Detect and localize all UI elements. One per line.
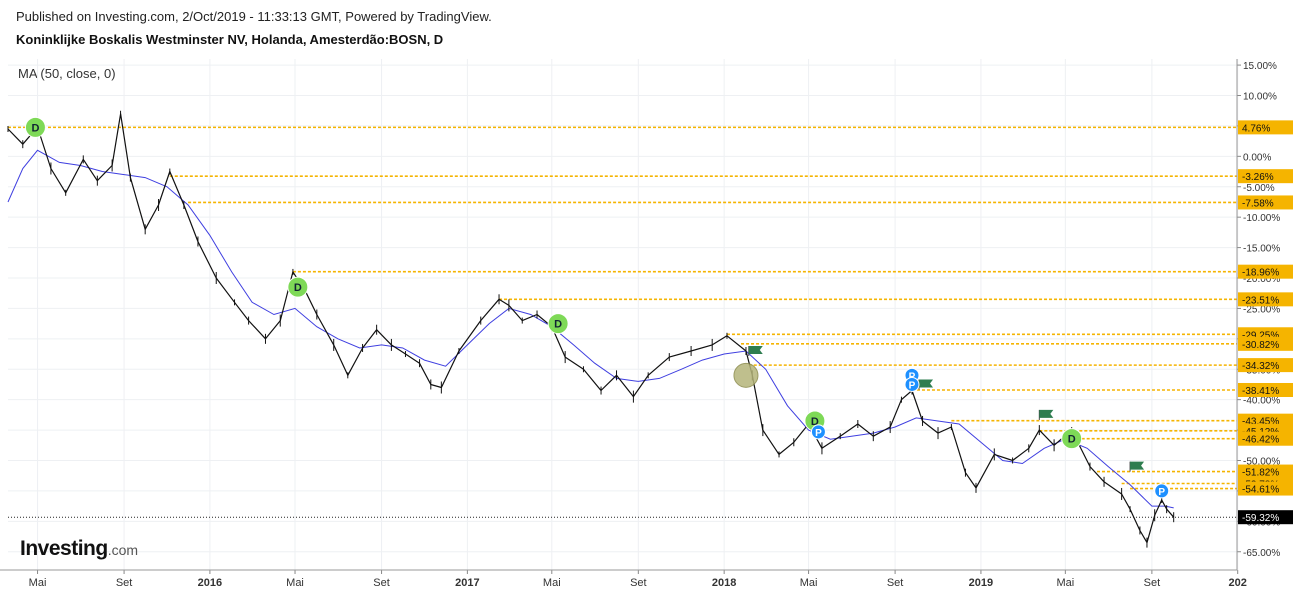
- y-tick-label: -40.00%: [1243, 396, 1280, 407]
- flag-icon: [1039, 409, 1054, 418]
- level-label: -18.96%: [1242, 268, 1279, 279]
- price-line: [7, 113, 1175, 544]
- x-axis-labels: Mai Set 2016 Mai Set 2017 Mai Set 2018 Mai Set 2019…: [29, 577, 1247, 589]
- x-tick-label: Mai: [800, 577, 818, 589]
- level-label-bg: [1238, 431, 1293, 446]
- dividend-badge-label: D: [1068, 434, 1076, 446]
- level-label-bg: [1238, 169, 1293, 184]
- level-label: 4.76%: [1242, 123, 1270, 134]
- dividend-badge: [287, 276, 309, 298]
- chart-title: Koninklijke Boskalis Westminster NV, Hol…: [16, 32, 444, 47]
- y-tick-label: -20.00%: [1243, 274, 1280, 285]
- dividend-badge-label: D: [294, 282, 302, 294]
- x-tick-label: Set: [116, 577, 133, 589]
- published-note: Published on Investing.com, 2/Oct/2019 -…: [16, 9, 492, 24]
- flag-icon: [748, 346, 763, 355]
- level-label: -51.82%: [1242, 468, 1279, 479]
- level-label: -38.41%: [1242, 386, 1279, 397]
- axes: [0, 59, 1241, 574]
- y-tick-label: -5.00%: [1243, 183, 1275, 194]
- flag-icon: [919, 379, 934, 388]
- dividend-badge-label: D: [31, 122, 39, 134]
- level-label-bg: [1238, 264, 1293, 279]
- dividend-badge: [1061, 428, 1083, 450]
- y-tick-label: -15.00%: [1243, 244, 1280, 255]
- level-label: -46.42%: [1242, 435, 1279, 446]
- y-axis-labels: 15.00%10.00%5.00%0.00%-5.00%-10.00%-15.0…: [1238, 61, 1293, 559]
- level-label-bg: [1238, 382, 1293, 397]
- x-tick-label: Set: [630, 577, 647, 589]
- level-label: -54.61%: [1242, 485, 1279, 496]
- last-price-label-bg: [1238, 510, 1293, 525]
- investing-logo: Investing.com: [20, 537, 139, 560]
- y-tick-label: 0.00%: [1243, 152, 1271, 163]
- level-label-bg: [1238, 292, 1293, 307]
- dividend-badge: [24, 116, 46, 138]
- y-tick-label: -50.00%: [1243, 457, 1280, 468]
- highlight-marker: [733, 362, 759, 388]
- x-tick-label: Mai: [286, 577, 304, 589]
- x-tick-label: Set: [373, 577, 390, 589]
- level-label-bg: [1238, 464, 1293, 479]
- level-label: -29.25%: [1242, 330, 1279, 341]
- level-label: -23.51%: [1242, 295, 1279, 306]
- x-tick-label: Mai: [29, 577, 47, 589]
- y-tick-label: -10.00%: [1243, 213, 1280, 224]
- flag-icon: [1130, 461, 1145, 470]
- x-tick-label: 2017: [455, 577, 479, 589]
- level-label: -34.32%: [1242, 361, 1279, 372]
- support-resistance-levels: [8, 126, 1237, 490]
- x-tick-label: Set: [1144, 577, 1161, 589]
- y-tick-label: -25.00%: [1243, 304, 1280, 315]
- dividend-badge-label: D: [811, 416, 819, 428]
- x-tick-label: Mai: [543, 577, 561, 589]
- split-badge: [1154, 483, 1170, 499]
- last-price-label: -59.32%: [1242, 513, 1279, 524]
- level-label-bg: [1238, 195, 1293, 210]
- x-tick-label: Mai: [1056, 577, 1074, 589]
- dividend-badge-label: D: [554, 319, 562, 331]
- x-tick-label: 2019: [969, 577, 993, 589]
- level-label-bg: [1238, 120, 1293, 135]
- level-label-bg: [1238, 481, 1293, 496]
- x-tick-label: Set: [887, 577, 904, 589]
- level-label-bg: [1238, 336, 1293, 351]
- y-tick-label: 15.00%: [1243, 61, 1277, 72]
- split-badge: [810, 424, 826, 440]
- split-badge-label: P: [1158, 487, 1165, 498]
- x-tick-label: 2016: [198, 577, 222, 589]
- level-label: -7.58%: [1242, 198, 1274, 209]
- y-tick-label: 10.00%: [1243, 92, 1277, 103]
- x-tick-label: 202: [1229, 577, 1247, 589]
- x-tick-label: 2018: [712, 577, 736, 589]
- split-badge: [904, 376, 920, 392]
- level-label: -30.82%: [1242, 340, 1279, 351]
- level-label: -3.26%: [1242, 172, 1274, 183]
- indicator-label: MA (50, close, 0): [18, 66, 116, 81]
- level-label: -43.45%: [1242, 417, 1279, 428]
- grid: [8, 59, 1239, 570]
- dividend-badge: [547, 313, 569, 335]
- split-badge-label: P: [909, 380, 916, 391]
- split-badge-label: P: [815, 428, 822, 439]
- price-series: [7, 110, 1175, 548]
- level-label-bg: [1238, 358, 1293, 373]
- y-tick-label: -65.00%: [1243, 548, 1280, 559]
- split-badge-label: P: [909, 371, 916, 382]
